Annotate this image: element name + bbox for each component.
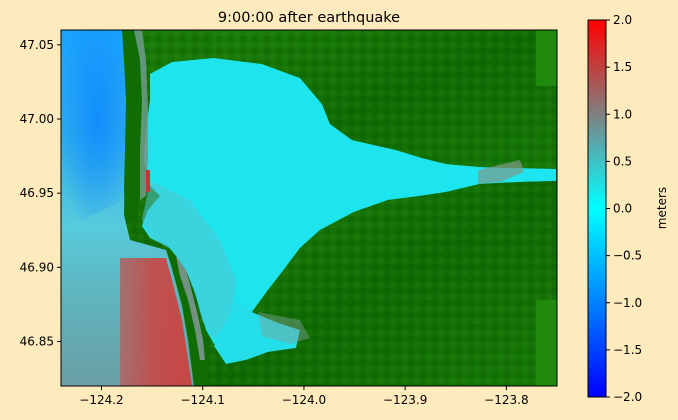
spit-shore-red bbox=[146, 170, 150, 192]
y-tick-label: 47.00 bbox=[20, 112, 54, 126]
colorbar-label: meters bbox=[655, 187, 669, 229]
y-tick-label: 47.05 bbox=[20, 38, 54, 52]
north-corner-block bbox=[536, 30, 557, 86]
map-plot bbox=[61, 30, 557, 386]
colorbar-axis: 2.0 1.5 1.0 0.5 0.0 −0.5 −1.0 −1.5 −2.0 bbox=[606, 13, 642, 404]
land-south-tex bbox=[210, 181, 556, 386]
colorbar-tick-label: 0.0 bbox=[613, 202, 632, 216]
spit-south-sand bbox=[176, 256, 205, 360]
y-axis: 46.85 46.90 46.95 47.00 47.05 bbox=[20, 38, 61, 349]
x-tick-label: −124.2 bbox=[79, 393, 123, 407]
x-tick-label: −123.8 bbox=[484, 393, 528, 407]
bay-channel bbox=[142, 180, 236, 340]
colorbar-tick-label: 2.0 bbox=[613, 13, 632, 27]
colorbar-tick-label: −0.5 bbox=[613, 249, 642, 263]
y-tick-label: 46.90 bbox=[20, 260, 54, 274]
plot-frame bbox=[60, 29, 558, 387]
colorbar-tick-label: 0.5 bbox=[613, 154, 632, 168]
x-tick-label: −124.0 bbox=[282, 393, 326, 407]
y-tick-label: 46.85 bbox=[20, 335, 54, 349]
marsh-east bbox=[478, 160, 524, 184]
surge-south bbox=[120, 258, 192, 386]
bay-south-arm bbox=[214, 300, 300, 364]
south-corner-block bbox=[536, 300, 557, 386]
spit-north bbox=[122, 30, 142, 224]
marsh-south bbox=[258, 312, 310, 344]
colorbar-tick-label: −2.0 bbox=[613, 390, 642, 404]
x-tick-label: −123.9 bbox=[383, 393, 427, 407]
colorbar-tick-label: 1.0 bbox=[613, 107, 632, 121]
y-tick-label: 46.95 bbox=[20, 186, 54, 200]
ocean-deep-north bbox=[61, 30, 127, 230]
spit-north-sand bbox=[134, 30, 148, 200]
colorbar-tick-label: −1.5 bbox=[613, 343, 642, 357]
colorbar-tick-label: 1.5 bbox=[613, 60, 632, 74]
chart-title: 9:00:00 after earthquake bbox=[218, 10, 400, 26]
x-axis: −124.2 −124.1 −124.0 −123.9 −123.8 bbox=[79, 386, 529, 407]
x-tick-label: −124.1 bbox=[181, 393, 225, 407]
bay-interior bbox=[142, 58, 556, 344]
colorbar-tick-label: −1.0 bbox=[613, 296, 642, 310]
land-north-shore-tex bbox=[214, 30, 556, 168]
colorbar bbox=[587, 19, 607, 398]
